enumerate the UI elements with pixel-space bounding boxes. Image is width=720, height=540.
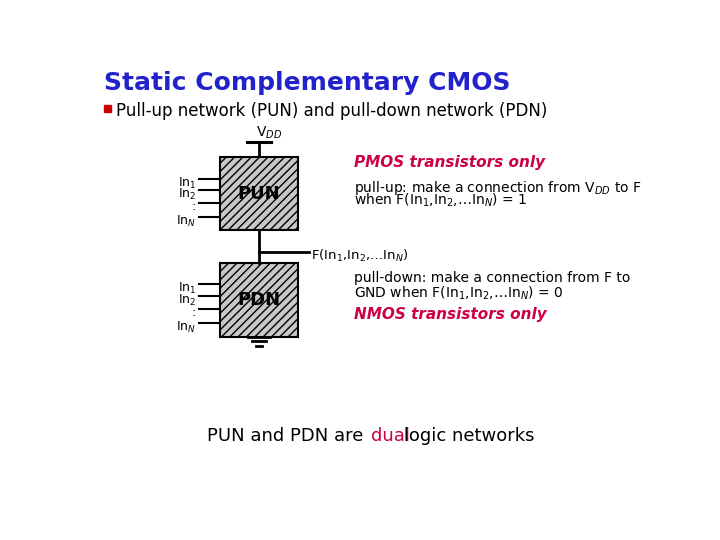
Text: dual: dual xyxy=(371,427,410,445)
Text: In$_2$: In$_2$ xyxy=(178,187,196,202)
Text: In$_1$: In$_1$ xyxy=(178,176,196,191)
Text: F(In$_1$,In$_2$,…In$_N$): F(In$_1$,In$_2$,…In$_N$) xyxy=(311,248,408,264)
Text: logic networks: logic networks xyxy=(397,427,534,445)
Text: :: : xyxy=(192,306,196,319)
Bar xyxy=(220,264,297,336)
Text: when F(In$_1$,In$_2$,…In$_N$) = 1: when F(In$_1$,In$_2$,…In$_N$) = 1 xyxy=(354,192,527,209)
Text: PDN: PDN xyxy=(238,291,281,309)
Text: In$_1$: In$_1$ xyxy=(178,281,196,296)
Text: pull-down: make a connection from F to: pull-down: make a connection from F to xyxy=(354,271,630,285)
Text: GND when F(In$_1$,In$_2$,…In$_N$) = 0: GND when F(In$_1$,In$_2$,…In$_N$) = 0 xyxy=(354,284,563,302)
Bar xyxy=(104,105,111,112)
Text: PMOS transistors only: PMOS transistors only xyxy=(354,155,544,170)
Text: In$_N$: In$_N$ xyxy=(176,320,196,335)
Text: pull-up: make a connection from V$_{DD}$ to F: pull-up: make a connection from V$_{DD}$… xyxy=(354,179,642,197)
Text: In$_N$: In$_N$ xyxy=(176,214,196,230)
Text: :: : xyxy=(192,200,196,213)
Text: NMOS transistors only: NMOS transistors only xyxy=(354,307,546,322)
Text: V$_{DD}$: V$_{DD}$ xyxy=(256,125,282,141)
Text: In$_2$: In$_2$ xyxy=(178,293,196,308)
Text: Pull-up network (PUN) and pull-down network (PDN): Pull-up network (PUN) and pull-down netw… xyxy=(116,102,547,120)
Text: PUN and PDN are: PUN and PDN are xyxy=(207,427,369,445)
Text: PUN: PUN xyxy=(238,185,280,203)
Bar xyxy=(220,157,297,231)
Text: Static Complementary CMOS: Static Complementary CMOS xyxy=(104,71,510,95)
